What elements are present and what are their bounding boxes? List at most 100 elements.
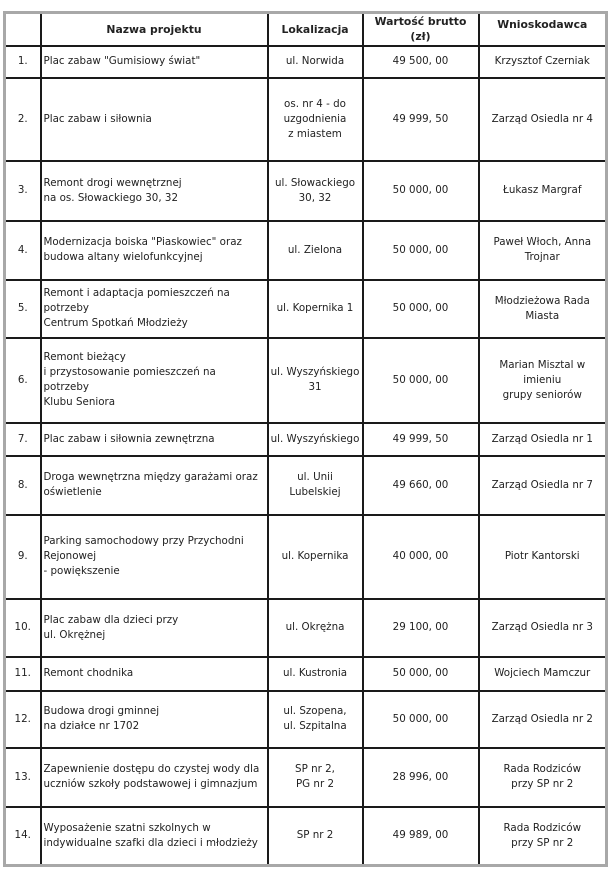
cell-number: 8. <box>3 454 42 516</box>
cell-project-name-line: Parking samochodowy przy Przychodni <box>43 535 244 547</box>
cell-project-name: Droga wewnętrzna między garażami oraz ośw… <box>39 454 269 516</box>
cell-applicant-line: Młodzieżowa Rada <box>494 294 590 307</box>
cell-location: ul. Kustronia <box>266 655 364 692</box>
cell-applicant: Paweł Włoch, Anna Trojnar <box>477 219 608 281</box>
cell-project-name-line: Wyposażenie szatni szkolnych w <box>43 821 211 834</box>
cell-project-name: Remont chodnika <box>39 655 269 692</box>
cell-applicant: Wojciech Mamczur <box>477 655 608 692</box>
cell-project-name: Plac zabaw dla dzieci przy ul. Okrężnej <box>39 597 269 658</box>
cell-project-name: Plac zabaw "Gumisiowy świat" <box>39 44 269 79</box>
cell-applicant-line: Zarząd Osiedla nr 1 <box>491 432 593 445</box>
header-location: Lokalizacja <box>266 11 364 47</box>
cell-value: 49 500, 00 <box>361 44 480 79</box>
cell-number: 12. <box>3 689 42 749</box>
cell-location: ul. Kopernika <box>266 513 364 600</box>
cell-location-line: os. nr 4 - do <box>284 97 346 110</box>
table-row: 4. Modernizacja boiska "Piaskowiec" oraz b… <box>3 219 608 281</box>
cell-location-line: ul. Szpitalna <box>283 720 347 732</box>
cell-location: ul. Wyszyńskiego <box>266 421 364 457</box>
cell-project-name-line: oświetlenie <box>43 486 102 498</box>
cell-applicant-line: Paweł Włoch, Anna <box>493 236 592 248</box>
header-row: Nazwa projektu Lokalizacja Wartość brutt… <box>3 11 608 47</box>
cell-applicant: Zarząd Osiedla nr 3 <box>477 597 608 658</box>
cell-applicant-line: Zarząd Osiedla nr 2 <box>491 712 593 725</box>
cell-location-line: 31 <box>308 381 322 393</box>
cell-number: 14. <box>3 805 42 867</box>
cell-applicant-line: przy SP nr 2 <box>511 836 574 849</box>
cell-location-line: SP nr 2, <box>295 763 335 775</box>
cell-project-name-line: Droga wewnętrzna między garażami oraz <box>43 471 258 483</box>
table-row: 11. Remont chodnika ul. Kustronia 50 000, 0… <box>3 655 608 692</box>
cell-location: ul. Szopena, ul. Szpitalna <box>266 689 364 749</box>
cell-applicant-line: Rada Rodziców <box>503 821 582 834</box>
cell-number: 1. <box>3 44 42 79</box>
cell-location: SP nr 2 <box>266 805 364 867</box>
cell-project-name-line: Remont chodnika <box>43 667 134 679</box>
cell-location-line: uzgodnienia <box>283 112 347 125</box>
cell-value: 50 000, 00 <box>361 689 480 749</box>
cell-applicant-line: Miasta <box>525 309 560 322</box>
cell-project-name-line: - powiększenie <box>43 565 120 577</box>
cell-location: ul. Okrężna <box>266 597 364 658</box>
cell-project-name: Remont drogi wewnętrznej na os. Słowackie… <box>39 159 269 222</box>
cell-applicant-line: Krzysztof Czerniak <box>494 55 590 67</box>
cell-project-name-line: Centrum Spotkań Młodzieży <box>43 317 188 329</box>
cell-number: 13. <box>3 746 42 808</box>
cell-project-name-line: Budowa drogi gminnej <box>43 705 160 717</box>
cell-value: 40 000, 00 <box>361 513 480 600</box>
cell-location-line: ul. Wyszyńskiego <box>270 432 360 445</box>
cell-project-name-line: Zapewnienie dostępu do czystej wody dla <box>43 763 260 775</box>
cell-project-name-line: uczniów szkoły podstawowej i gimnazjum <box>43 778 258 790</box>
cell-value: 49 989, 00 <box>361 805 480 867</box>
cell-number: 9. <box>3 513 42 600</box>
cell-applicant-line: Trojnar <box>524 251 560 263</box>
cell-applicant: Łukasz Margraf <box>477 159 608 222</box>
cell-project-name-line: budowa altany wielofunkcyjnej <box>43 251 203 263</box>
table-row: 12. Budowa drogi gminnej na działce nr 170… <box>3 689 608 749</box>
cell-location-line: ul. Kustronia <box>282 667 348 679</box>
cell-project-name-line: Rejonowej <box>43 550 97 562</box>
cell-location-line: ul. Kopernika 1 <box>276 302 354 314</box>
cell-value: 50 000, 00 <box>361 336 480 424</box>
cell-location-line: PG nr 2 <box>295 778 335 790</box>
cell-applicant-line: Zarząd Osiedla nr 4 <box>491 112 593 125</box>
table-row: 8. Droga wewnętrzna między garażami oraz o… <box>3 454 608 516</box>
cell-applicant: Młodzieżowa Rada Miasta <box>477 278 608 339</box>
cell-location-line: ul. Unii Lubelskiej <box>289 471 341 498</box>
cell-number: 11. <box>3 655 42 692</box>
cell-location-line: z miastem <box>288 127 342 140</box>
cell-value: 49 999, 50 <box>361 421 480 457</box>
cell-value: 28 996, 00 <box>361 746 480 808</box>
cell-applicant-line: Wojciech Mamczur <box>494 667 591 679</box>
cell-value: 50 000, 00 <box>361 219 480 281</box>
header-name: Nazwa projektu <box>39 11 269 47</box>
cell-number: 10. <box>3 597 42 658</box>
cell-location: ul. Kopernika 1 <box>266 278 364 339</box>
cell-applicant: Zarząd Osiedla nr 7 <box>477 454 608 516</box>
cell-number: 6. <box>3 336 42 424</box>
cell-project-name-line: Remont i adaptacja pomieszczeń na potrze… <box>43 287 230 314</box>
cell-project-name: Remont bieżący i przystosowanie pomieszcz… <box>39 336 269 424</box>
cell-location: ul. Norwida <box>266 44 364 79</box>
header-value: Wartość brutto (zł) <box>361 11 480 47</box>
cell-location-line: ul. Zielona <box>287 243 343 256</box>
cell-applicant: Zarząd Osiedla nr 2 <box>477 689 608 749</box>
projects-table: Nazwa projektu Lokalizacja Wartość brutt… <box>3 11 608 867</box>
cell-value: 50 000, 00 <box>361 278 480 339</box>
cell-project-name-line: i przystosowanie pomieszczeń na potrzeby <box>43 366 216 393</box>
table-row: 9. Parking samochodowy przy Przychodni Rej… <box>3 513 608 600</box>
cell-location-line: SP nr 2 <box>296 829 334 842</box>
cell-project-name-line: Remont drogi wewnętrznej <box>43 176 182 189</box>
cell-number: 4. <box>3 219 42 281</box>
cell-applicant: Krzysztof Czerniak <box>477 44 608 79</box>
cell-project-name-line: na działce nr 1702 <box>43 720 140 732</box>
cell-project-name: Modernizacja boiska "Piaskowiec" oraz bud… <box>39 219 269 281</box>
cell-location: ul. Unii Lubelskiej <box>266 454 364 516</box>
table-row: 10. Plac zabaw dla dzieci przy ul. Okrężne… <box>3 597 608 658</box>
cell-applicant-line: Zarząd Osiedla nr 3 <box>491 621 593 633</box>
cell-location: ul. Wyszyńskiego 31 <box>266 336 364 424</box>
cell-project-name: Budowa drogi gminnej na działce nr 1702 <box>39 689 269 749</box>
header-no <box>3 11 42 47</box>
cell-location-line: 30, 32 <box>298 191 332 204</box>
cell-number: 2. <box>3 76 42 162</box>
